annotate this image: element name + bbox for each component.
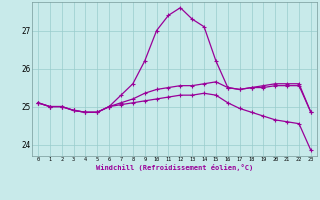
X-axis label: Windchill (Refroidissement éolien,°C): Windchill (Refroidissement éolien,°C) <box>96 164 253 171</box>
